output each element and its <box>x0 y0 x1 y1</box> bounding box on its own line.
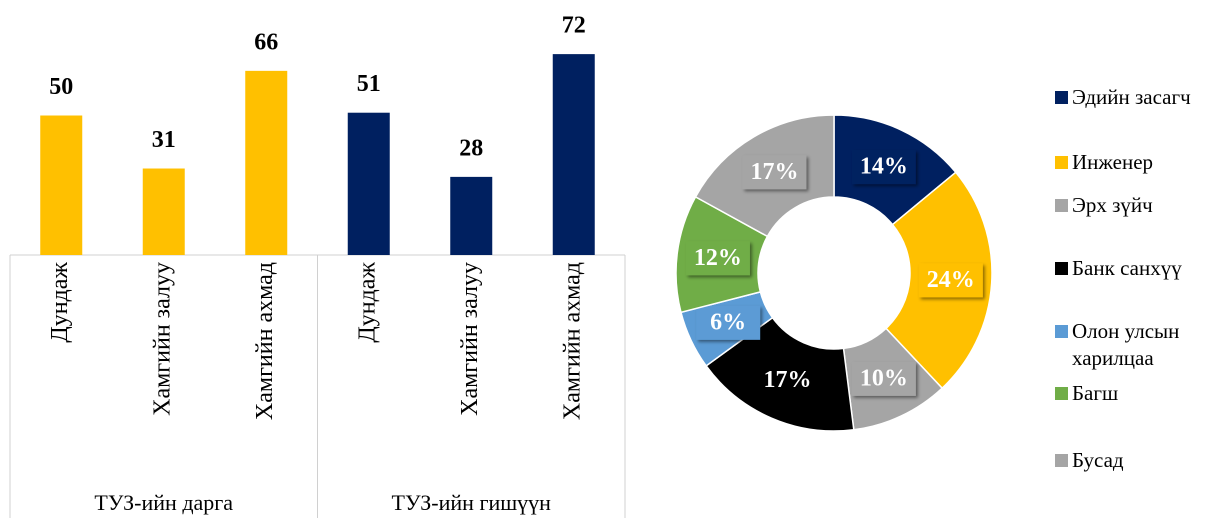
legend-item: Бусад <box>1055 447 1205 474</box>
data-label-text: 17% <box>764 367 812 393</box>
legend-item: Инженер <box>1055 149 1205 176</box>
data-label: 17% <box>755 363 820 398</box>
group-label: ТУЗ-ийн дарга <box>94 490 233 515</box>
legend-item: Эрх зүйч <box>1055 192 1205 219</box>
data-label: 66 <box>254 29 278 55</box>
legend-swatch <box>1055 325 1068 338</box>
category-label: Хамгийн залуу <box>457 262 483 416</box>
label-box <box>851 150 916 185</box>
data-label-text: 24% <box>927 267 975 293</box>
bar <box>347 112 390 256</box>
category-label: Дундаж <box>354 262 380 343</box>
legend-label: Эрх зүйч <box>1072 193 1153 217</box>
data-label: 10% <box>851 361 916 396</box>
legend-item: Олон улсын харилцаа <box>1055 318 1205 372</box>
data-label: 14% <box>851 150 916 185</box>
legend-label: Олон улсын харилцаа <box>1072 319 1180 370</box>
data-label: 51 <box>357 71 381 97</box>
bar <box>245 70 288 255</box>
data-label-text: 17% <box>750 159 798 185</box>
legend-swatch <box>1055 262 1068 275</box>
legend-item: Эдийн засагч <box>1055 84 1205 111</box>
data-label: 72 <box>562 13 586 39</box>
bar <box>40 115 83 255</box>
label-box <box>685 241 750 276</box>
legend-swatch <box>1055 156 1068 169</box>
legend-swatch <box>1055 91 1068 104</box>
legend-item: Багш <box>1055 380 1205 407</box>
category-label: Хамгийн залуу <box>149 262 175 416</box>
data-label: 50 <box>49 74 73 100</box>
legend-label: Банк санхүү <box>1072 256 1182 280</box>
category-label: Дундаж <box>47 262 73 343</box>
label-box <box>918 263 983 298</box>
bar <box>450 176 493 255</box>
data-label: 28 <box>459 135 483 161</box>
data-label: 12% <box>685 241 750 276</box>
label-box <box>696 305 761 340</box>
data-label: 24% <box>918 263 983 298</box>
data-label-text: 12% <box>694 245 742 271</box>
category-label: Хамгийн ахмад <box>252 262 278 420</box>
data-label-text: 14% <box>860 154 908 180</box>
bar <box>552 54 595 256</box>
legend-swatch <box>1055 454 1068 467</box>
label-box <box>851 361 916 396</box>
label-box <box>742 155 807 190</box>
group-label: ТУЗ-ийн гишүүн <box>392 490 552 515</box>
legend-label: Бусад <box>1072 448 1124 472</box>
legend-label: Багш <box>1072 381 1119 405</box>
category-label: Хамгийн ахмад <box>559 262 585 420</box>
bar <box>142 168 185 255</box>
legend-swatch <box>1055 199 1068 212</box>
data-label: 17% <box>742 155 807 190</box>
legend-label: Инженер <box>1072 150 1154 174</box>
label-box <box>755 363 820 398</box>
data-label-text: 6% <box>710 309 746 335</box>
data-label: 6% <box>696 305 761 340</box>
legend-swatch <box>1055 387 1068 400</box>
data-label: 31 <box>152 127 176 153</box>
legend-item: Банк санхүү <box>1055 255 1205 282</box>
legend-label: Эдийн засагч <box>1072 85 1191 109</box>
data-label-text: 10% <box>860 365 908 391</box>
